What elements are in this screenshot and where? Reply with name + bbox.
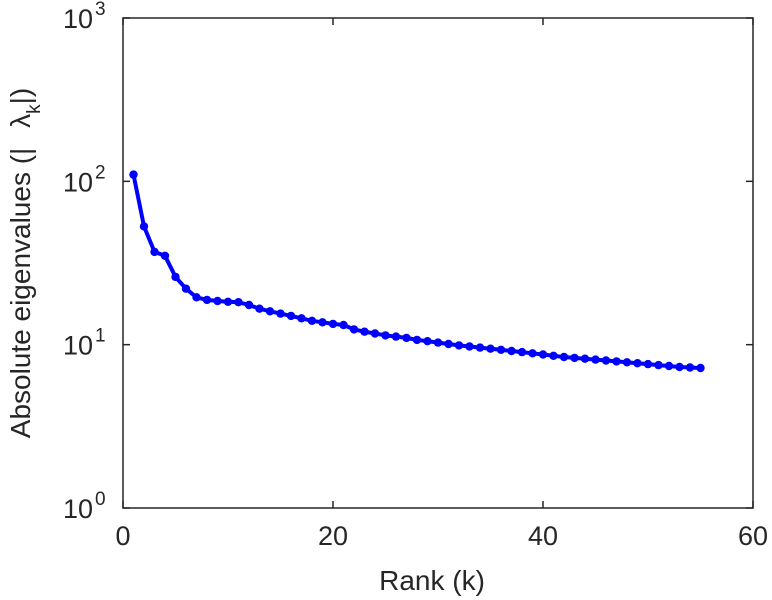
data-point: [696, 363, 705, 373]
data-point: [171, 272, 180, 282]
series-layer: [129, 170, 705, 373]
data-point: [349, 325, 359, 334]
x-tick-label: 60: [738, 521, 768, 551]
x-axis-title: Rank (k): [379, 565, 485, 596]
data-point: [538, 350, 548, 359]
y-tick-label-base: 10: [63, 331, 93, 361]
x-axis-ticks: 0 20 40 60: [115, 18, 768, 551]
data-point: [244, 300, 254, 310]
data-point: [643, 359, 653, 369]
data-point: [423, 337, 432, 346]
data-point: [486, 344, 495, 353]
data-point: [465, 342, 474, 351]
data-point: [664, 361, 674, 371]
data-point: [265, 307, 275, 316]
y-tick-label-exponent: 3: [95, 0, 106, 20]
data-point: [150, 247, 159, 257]
data-point: [517, 347, 527, 357]
y-axis-title-lambda: λ: [5, 114, 36, 128]
data-point: [129, 170, 138, 179]
y-axis-title-gap: [5, 134, 36, 142]
data-point: [570, 353, 579, 363]
data-point: [507, 346, 516, 356]
data-point: [412, 335, 422, 345]
data-point: [601, 356, 611, 365]
data-point: [633, 359, 642, 368]
data-point: [202, 295, 212, 305]
y-axis-title-suffix: |): [5, 88, 36, 105]
x-tick-label: 20: [318, 521, 348, 551]
x-tick-label: 40: [528, 521, 558, 551]
data-point: [580, 354, 590, 363]
data-point: [612, 357, 621, 366]
data-point: [307, 316, 317, 325]
data-point: [381, 331, 390, 340]
data-point: [370, 329, 380, 338]
data-point: [496, 345, 506, 354]
data-point: [360, 327, 369, 336]
data-point: [339, 320, 348, 330]
y-tick-label-exponent: 2: [95, 162, 106, 183]
data-point: [622, 358, 632, 367]
y-tick-label-base: 10: [63, 494, 93, 524]
data-point: [454, 341, 464, 350]
data-point: [160, 251, 170, 260]
data-point: [223, 297, 233, 306]
data-point: [444, 339, 453, 349]
data-point: [433, 338, 443, 347]
y-tick-label-exponent: 1: [95, 326, 106, 347]
data-point: [654, 360, 663, 370]
data-point: [402, 333, 411, 343]
data-point: [286, 311, 296, 321]
data-point: [685, 363, 695, 372]
data-point: [591, 355, 600, 364]
y-axis-title-prefix: Absolute eigenvalues (|: [5, 148, 36, 439]
data-point: [391, 332, 401, 341]
data-point: [181, 284, 191, 293]
data-point: [549, 351, 558, 360]
y-axis-title-subscript: k: [24, 104, 45, 114]
y-tick-label-base: 10: [63, 167, 93, 197]
y-tick-label-exponent: 0: [95, 489, 106, 510]
data-point: [139, 222, 149, 231]
data-point: [318, 318, 327, 327]
y-tick-label-base: 10: [63, 4, 93, 34]
data-point: [213, 296, 222, 306]
data-point: [528, 349, 537, 358]
x-tick-label: 0: [115, 521, 130, 551]
data-point: [276, 309, 285, 318]
data-point: [255, 304, 264, 313]
data-point: [192, 293, 201, 302]
data-point: [234, 298, 243, 307]
data-point: [675, 362, 684, 372]
data-point: [328, 319, 338, 329]
plot-area: [122, 17, 754, 509]
data-point: [297, 314, 306, 323]
data-point: [475, 343, 485, 352]
data-point: [559, 352, 569, 362]
y-axis-title: Absolute eigenvalues (| λk|): [5, 88, 45, 438]
